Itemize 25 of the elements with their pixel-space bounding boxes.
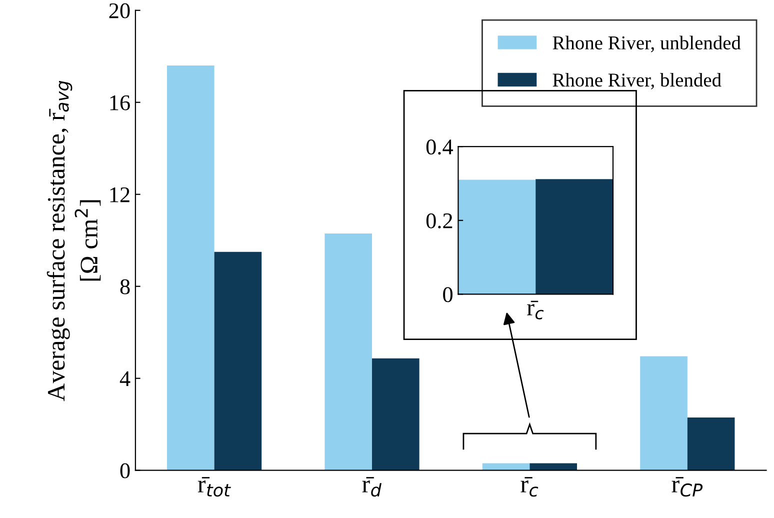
bar [324, 233, 372, 470]
bar [214, 252, 262, 470]
legend-label: Rhone River, unblended [552, 36, 741, 52]
y-tick-label: 0 [120, 463, 130, 478]
bar [166, 66, 214, 470]
y-tick-label: 4 [120, 371, 130, 386]
x-tick-label: r̄$_{c}$ [520, 477, 538, 497]
y-tick-label: 0.2 [426, 213, 452, 228]
y-tick-label: 20 [109, 3, 130, 18]
x-tick-label: r̄$_{tot}$ [198, 477, 231, 497]
text: Average surface resistance, r̄$_{avg}$ [Ω cm$^{2}$] [46, 80, 101, 402]
bar [640, 356, 688, 470]
bar [687, 417, 735, 470]
y-tick-label: 8 [120, 279, 130, 294]
x-tick-label: r̄$_{c}$ [527, 300, 544, 320]
y-tick-label: 0 [443, 287, 452, 302]
y-tick-label: 12 [110, 187, 130, 202]
y-tick-label: 0.4 [426, 140, 453, 155]
bar [530, 463, 578, 470]
y-tick-label: 16 [110, 95, 130, 110]
legend-label: Rhone River, blended [552, 72, 722, 90]
bar [482, 463, 530, 470]
x-tick-label: r̄$_{CP}$ [672, 477, 703, 497]
x-tick-label: r̄$_{d}$ [362, 477, 382, 497]
bar [372, 358, 420, 470]
